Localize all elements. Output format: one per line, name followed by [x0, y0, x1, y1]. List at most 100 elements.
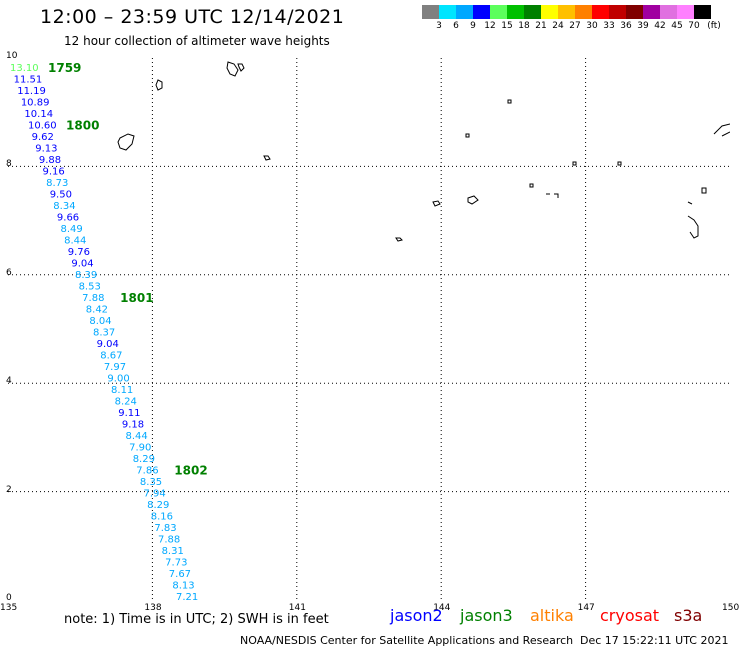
island-outline	[155, 79, 163, 91]
island-outline	[713, 123, 730, 137]
wave-height-value: 11.19	[17, 86, 46, 97]
legend-jason3: jason3	[460, 606, 513, 625]
wave-height-value: 11.51	[14, 75, 43, 86]
wave-height-value: 8.39	[75, 270, 97, 281]
wave-height-value: 9.00	[107, 374, 129, 385]
footnote: note: 1) Time is in UTC; 2) SWH is in fe…	[64, 612, 329, 627]
x-tick-label: 141	[288, 603, 306, 613]
island-outline	[507, 99, 512, 104]
wave-height-value: 9.18	[122, 420, 144, 431]
wave-height-value: 9.04	[97, 339, 119, 350]
wave-height-value: 8.11	[111, 385, 133, 396]
color-swatch	[507, 5, 524, 19]
color-scale-labels: 3 6 9 12 15 18 21 24 27 30 33 36 39 42 45 70 (ft)	[422, 21, 740, 35]
island-outline	[465, 133, 470, 138]
map-title: 12:00 – 23:59 UTC 12/14/2021	[40, 6, 345, 28]
color-swatch	[694, 5, 711, 19]
x-tick-label: 138	[144, 603, 162, 613]
scale-label: 15	[501, 21, 513, 31]
color-swatch	[626, 5, 643, 19]
wave-height-value: 9.16	[42, 167, 64, 178]
x-tick-label: 144	[433, 603, 451, 613]
wave-height-value: 7.90	[129, 443, 151, 454]
legend-cryosat: cryosat	[600, 606, 660, 625]
wave-height-value: 7.86	[136, 466, 158, 477]
wave-height-value: 7.73	[165, 558, 187, 569]
wave-height-value: 8.29	[147, 500, 169, 511]
color-swatch	[524, 5, 541, 19]
wave-height-value: 9.11	[118, 408, 140, 419]
wave-height-value: 8.44	[125, 431, 147, 442]
wave-height-value: 8.35	[140, 477, 162, 488]
island-outline	[263, 155, 271, 161]
color-swatch	[592, 5, 609, 19]
color-swatch	[575, 5, 592, 19]
scale-label: 18	[518, 21, 530, 31]
x-tick-label: 150	[722, 603, 740, 613]
wave-height-value: 8.37	[93, 328, 115, 339]
island-outline	[617, 161, 622, 166]
scale-label: 33	[603, 21, 615, 31]
scale-label: 6	[453, 21, 459, 31]
wave-height-value: 9.04	[71, 259, 93, 270]
wave-height-value: 7.88	[82, 293, 104, 304]
color-swatch	[558, 5, 575, 19]
wave-height-value: 8.24	[115, 397, 137, 408]
island-outline	[395, 237, 403, 242]
island-outline	[432, 200, 441, 207]
wave-height-value: 9.66	[57, 213, 79, 224]
wave-height-value: 13.10	[10, 63, 39, 74]
wave-height-value: 9.50	[50, 190, 72, 201]
altimeter-track: 13.1011.5111.1910.8910.1410.609.629.139.…	[10, 63, 198, 600]
island-outline	[546, 193, 559, 198]
island-outline	[701, 187, 707, 194]
wave-height-value: 7.97	[104, 362, 126, 373]
wave-height-value: 10.60	[28, 121, 57, 132]
scale-label: 9	[470, 21, 476, 31]
x-tick-label: 135	[0, 603, 18, 613]
wave-height-value: 9.62	[32, 132, 54, 143]
scale-label: 3	[436, 21, 442, 31]
wave-height-value: 8.04	[89, 316, 111, 327]
legend-jason2: jason2	[390, 606, 443, 625]
scale-label: 12	[484, 21, 496, 31]
land-outlines	[117, 61, 730, 242]
wave-height-value: 7.83	[154, 523, 176, 534]
color-swatch	[643, 5, 660, 19]
y-tick-label: 8	[6, 159, 12, 170]
scale-label: 42	[654, 21, 666, 31]
scale-label: 70	[688, 21, 700, 31]
wave-height-value: 8.67	[100, 351, 122, 362]
island-outline	[529, 183, 534, 188]
wave-height-value: 8.49	[61, 224, 83, 235]
color-swatch	[473, 5, 490, 19]
wave-height-value: 8.73	[46, 178, 68, 189]
legend-altika: altika	[530, 606, 574, 625]
y-tick-label: 4	[6, 376, 12, 387]
generation-timestamp: Dec 17 15:22:11 UTC 2021	[580, 634, 729, 647]
scale-label: 36	[620, 21, 632, 31]
color-swatch	[660, 5, 677, 19]
y-tick-label: 0	[6, 593, 12, 603]
track-time-label: 1801	[120, 291, 153, 305]
y-tick-label: 2	[6, 484, 12, 495]
track-time-label: 1759	[48, 61, 81, 75]
color-swatch	[541, 5, 558, 19]
wave-height-value: 7.21	[176, 592, 198, 600]
color-scale	[422, 5, 711, 19]
island-outline	[572, 161, 577, 166]
color-swatch	[677, 5, 694, 19]
wave-height-value: 10.14	[24, 109, 53, 120]
y-tick-label: 6	[6, 267, 12, 278]
scale-label: 27	[569, 21, 581, 31]
wave-height-value: 8.29	[133, 454, 155, 465]
track-time-labels: 1759 1800 1801 1802	[48, 61, 208, 478]
wave-height-value: 8.16	[151, 512, 173, 523]
wave-height-value: 9.76	[68, 247, 90, 258]
color-swatch	[439, 5, 456, 19]
color-swatch	[422, 5, 439, 19]
map-subtitle: 12 hour collection of altimeter wave hei…	[64, 34, 330, 48]
wave-height-value: 7.94	[144, 489, 166, 500]
island-outline	[237, 63, 245, 72]
